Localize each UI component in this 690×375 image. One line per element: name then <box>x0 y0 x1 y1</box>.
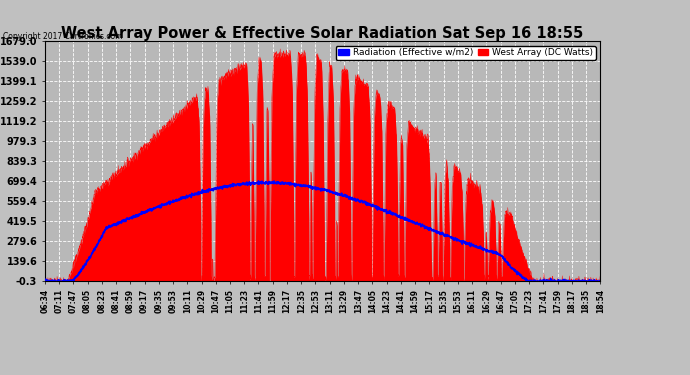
Legend: Radiation (Effective w/m2), West Array (DC Watts): Radiation (Effective w/m2), West Array (… <box>335 46 595 60</box>
Text: Copyright 2017 Cartronics.com: Copyright 2017 Cartronics.com <box>3 32 123 41</box>
Title: West Array Power & Effective Solar Radiation Sat Sep 16 18:55: West Array Power & Effective Solar Radia… <box>61 26 584 41</box>
